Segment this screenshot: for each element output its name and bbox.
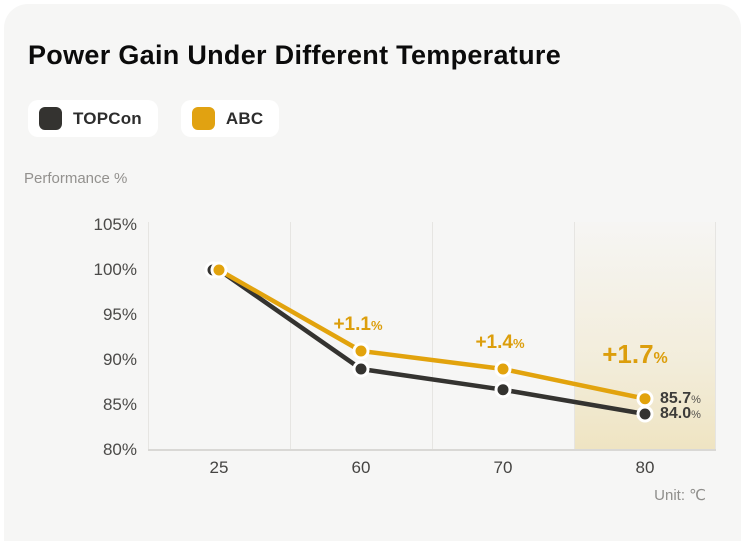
chart-title: Power Gain Under Different Temperature xyxy=(28,40,562,70)
y-tick-label: 95% xyxy=(102,305,137,324)
plot-area xyxy=(148,222,716,451)
data-point-abc-25[interactable] xyxy=(210,261,228,279)
gridline xyxy=(715,222,716,450)
data-point-abc-60[interactable] xyxy=(352,342,370,360)
legend-label-abc: ABC xyxy=(225,108,264,128)
x-tick-label: 80 xyxy=(635,458,655,477)
gridline xyxy=(148,222,149,450)
value-label-abc: 85.7% xyxy=(660,389,701,407)
legend-item-topcon[interactable]: TOPCon xyxy=(28,100,158,137)
legend-item-abc[interactable]: ABC xyxy=(180,100,280,137)
data-point-topcon-60[interactable] xyxy=(352,360,370,378)
gridline xyxy=(574,222,575,450)
y-tick-label: 80% xyxy=(102,440,137,459)
y-tick-label: 90% xyxy=(102,350,137,369)
x-axis-line xyxy=(148,449,716,451)
series-lines xyxy=(204,261,654,423)
data-point-topcon-80[interactable] xyxy=(636,405,654,423)
value-label-topcon: 84.0% xyxy=(660,405,701,422)
series-line-topcon xyxy=(216,267,648,417)
data-point-abc-80[interactable] xyxy=(636,390,654,408)
legend-label-topcon: TOPCon xyxy=(73,108,142,128)
gridline xyxy=(432,222,433,450)
topcon-swatch-icon xyxy=(39,107,62,130)
y-tick-label: 100% xyxy=(93,260,137,279)
gridline xyxy=(290,222,291,450)
data-point-abc-70[interactable] xyxy=(494,360,512,378)
y-tick-label: 105% xyxy=(93,215,137,234)
series-line-abc xyxy=(216,267,648,401)
gain-annotation-60: +1.1% xyxy=(333,314,383,335)
gain-annotation-80: +1.7% xyxy=(602,338,668,369)
gain-annotation-70: +1.4% xyxy=(475,332,525,353)
legend: TOPCon ABC xyxy=(28,100,280,137)
y-axis-title: Performance % xyxy=(24,170,128,187)
x-tick-label: 25 xyxy=(209,458,229,477)
data-point-topcon-70[interactable] xyxy=(494,381,512,399)
x-tick-label: 70 xyxy=(493,458,513,477)
y-tick-label: 85% xyxy=(102,395,137,414)
unit-label: Unit: ℃ xyxy=(654,487,706,504)
x-tick-label: 60 xyxy=(351,458,371,477)
abc-swatch-icon xyxy=(191,107,215,130)
